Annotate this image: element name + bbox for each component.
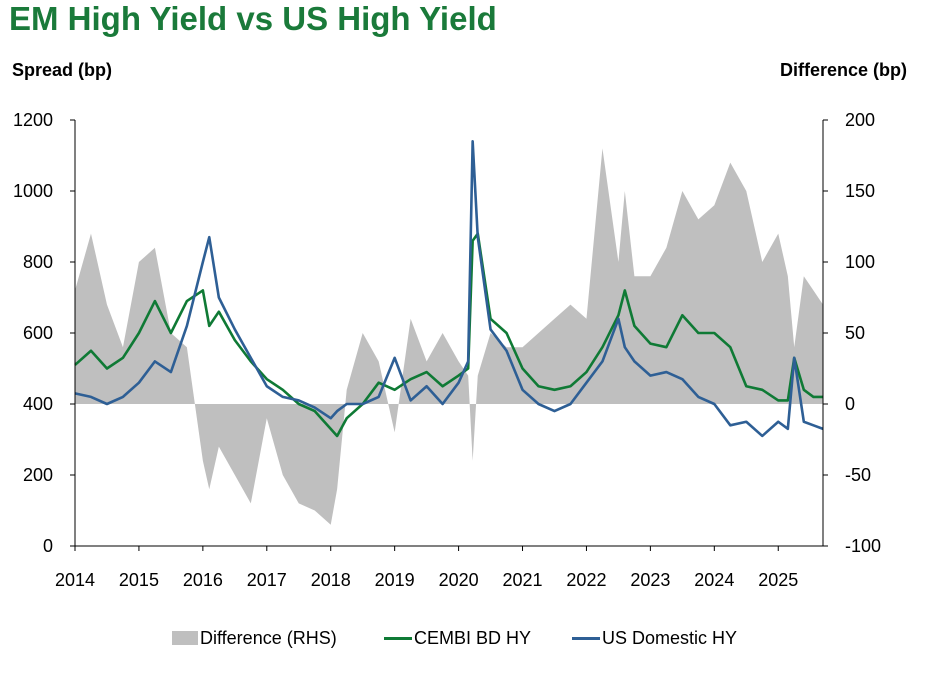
left-tick-label: 1000 <box>13 181 53 201</box>
right-tick-label: -100 <box>845 536 881 556</box>
left-axis-label: Spread (bp) <box>12 60 113 80</box>
x-tick-label: 2024 <box>694 570 734 590</box>
right-tick-label: 200 <box>845 110 875 130</box>
left-tick-label: 200 <box>23 465 53 485</box>
x-tick-label: 2014 <box>55 570 95 590</box>
x-tick-label: 2015 <box>119 570 159 590</box>
legend-item-cembi: CEMBI BD HY <box>384 626 531 650</box>
x-tick-label: 2025 <box>758 570 798 590</box>
legend-label-us-hy: US Domestic HY <box>602 627 738 648</box>
x-tick-label: 2019 <box>375 570 415 590</box>
legend-swatch-cembi <box>384 636 412 640</box>
left-tick-label: 600 <box>23 323 53 343</box>
us-hy-line <box>74 140 824 438</box>
right-axis-label: Difference (bp) <box>779 60 907 80</box>
legend-label-difference: Difference (RHS) <box>200 627 337 648</box>
left-tick-label: 800 <box>23 252 53 272</box>
left-tick-label: 1200 <box>13 110 53 130</box>
legend-swatch-difference <box>172 631 198 645</box>
right-tick-label: 50 <box>845 323 865 343</box>
x-tick-label: 2020 <box>439 570 479 590</box>
cembi-line <box>74 232 823 438</box>
x-tick-label: 2016 <box>183 570 223 590</box>
difference-area <box>75 148 823 525</box>
right-tick-label: -50 <box>845 465 871 485</box>
left-tick-label: 400 <box>23 394 53 414</box>
legend-swatch-us-hy <box>572 636 600 640</box>
right-tick-label: 100 <box>845 252 875 272</box>
x-tick-label: 2021 <box>502 570 542 590</box>
right-tick-label: 0 <box>845 394 855 414</box>
x-tick-label: 2022 <box>566 570 606 590</box>
legend-label-cembi: CEMBI BD HY <box>414 627 532 648</box>
legend: Difference (RHS) CEMBI BD HY US Domestic… <box>0 626 931 650</box>
right-tick-label: 150 <box>845 181 875 201</box>
chart-title: EM High Yield vs US High Yield <box>9 0 497 37</box>
legend-item-us-hy: US Domestic HY <box>572 626 737 650</box>
x-tick-label: 2023 <box>630 570 670 590</box>
left-tick-label: 0 <box>43 536 53 556</box>
x-tick-label: 2017 <box>247 570 287 590</box>
x-tick-label: 2018 <box>311 570 351 590</box>
legend-item-difference: Difference (RHS) <box>172 626 337 650</box>
